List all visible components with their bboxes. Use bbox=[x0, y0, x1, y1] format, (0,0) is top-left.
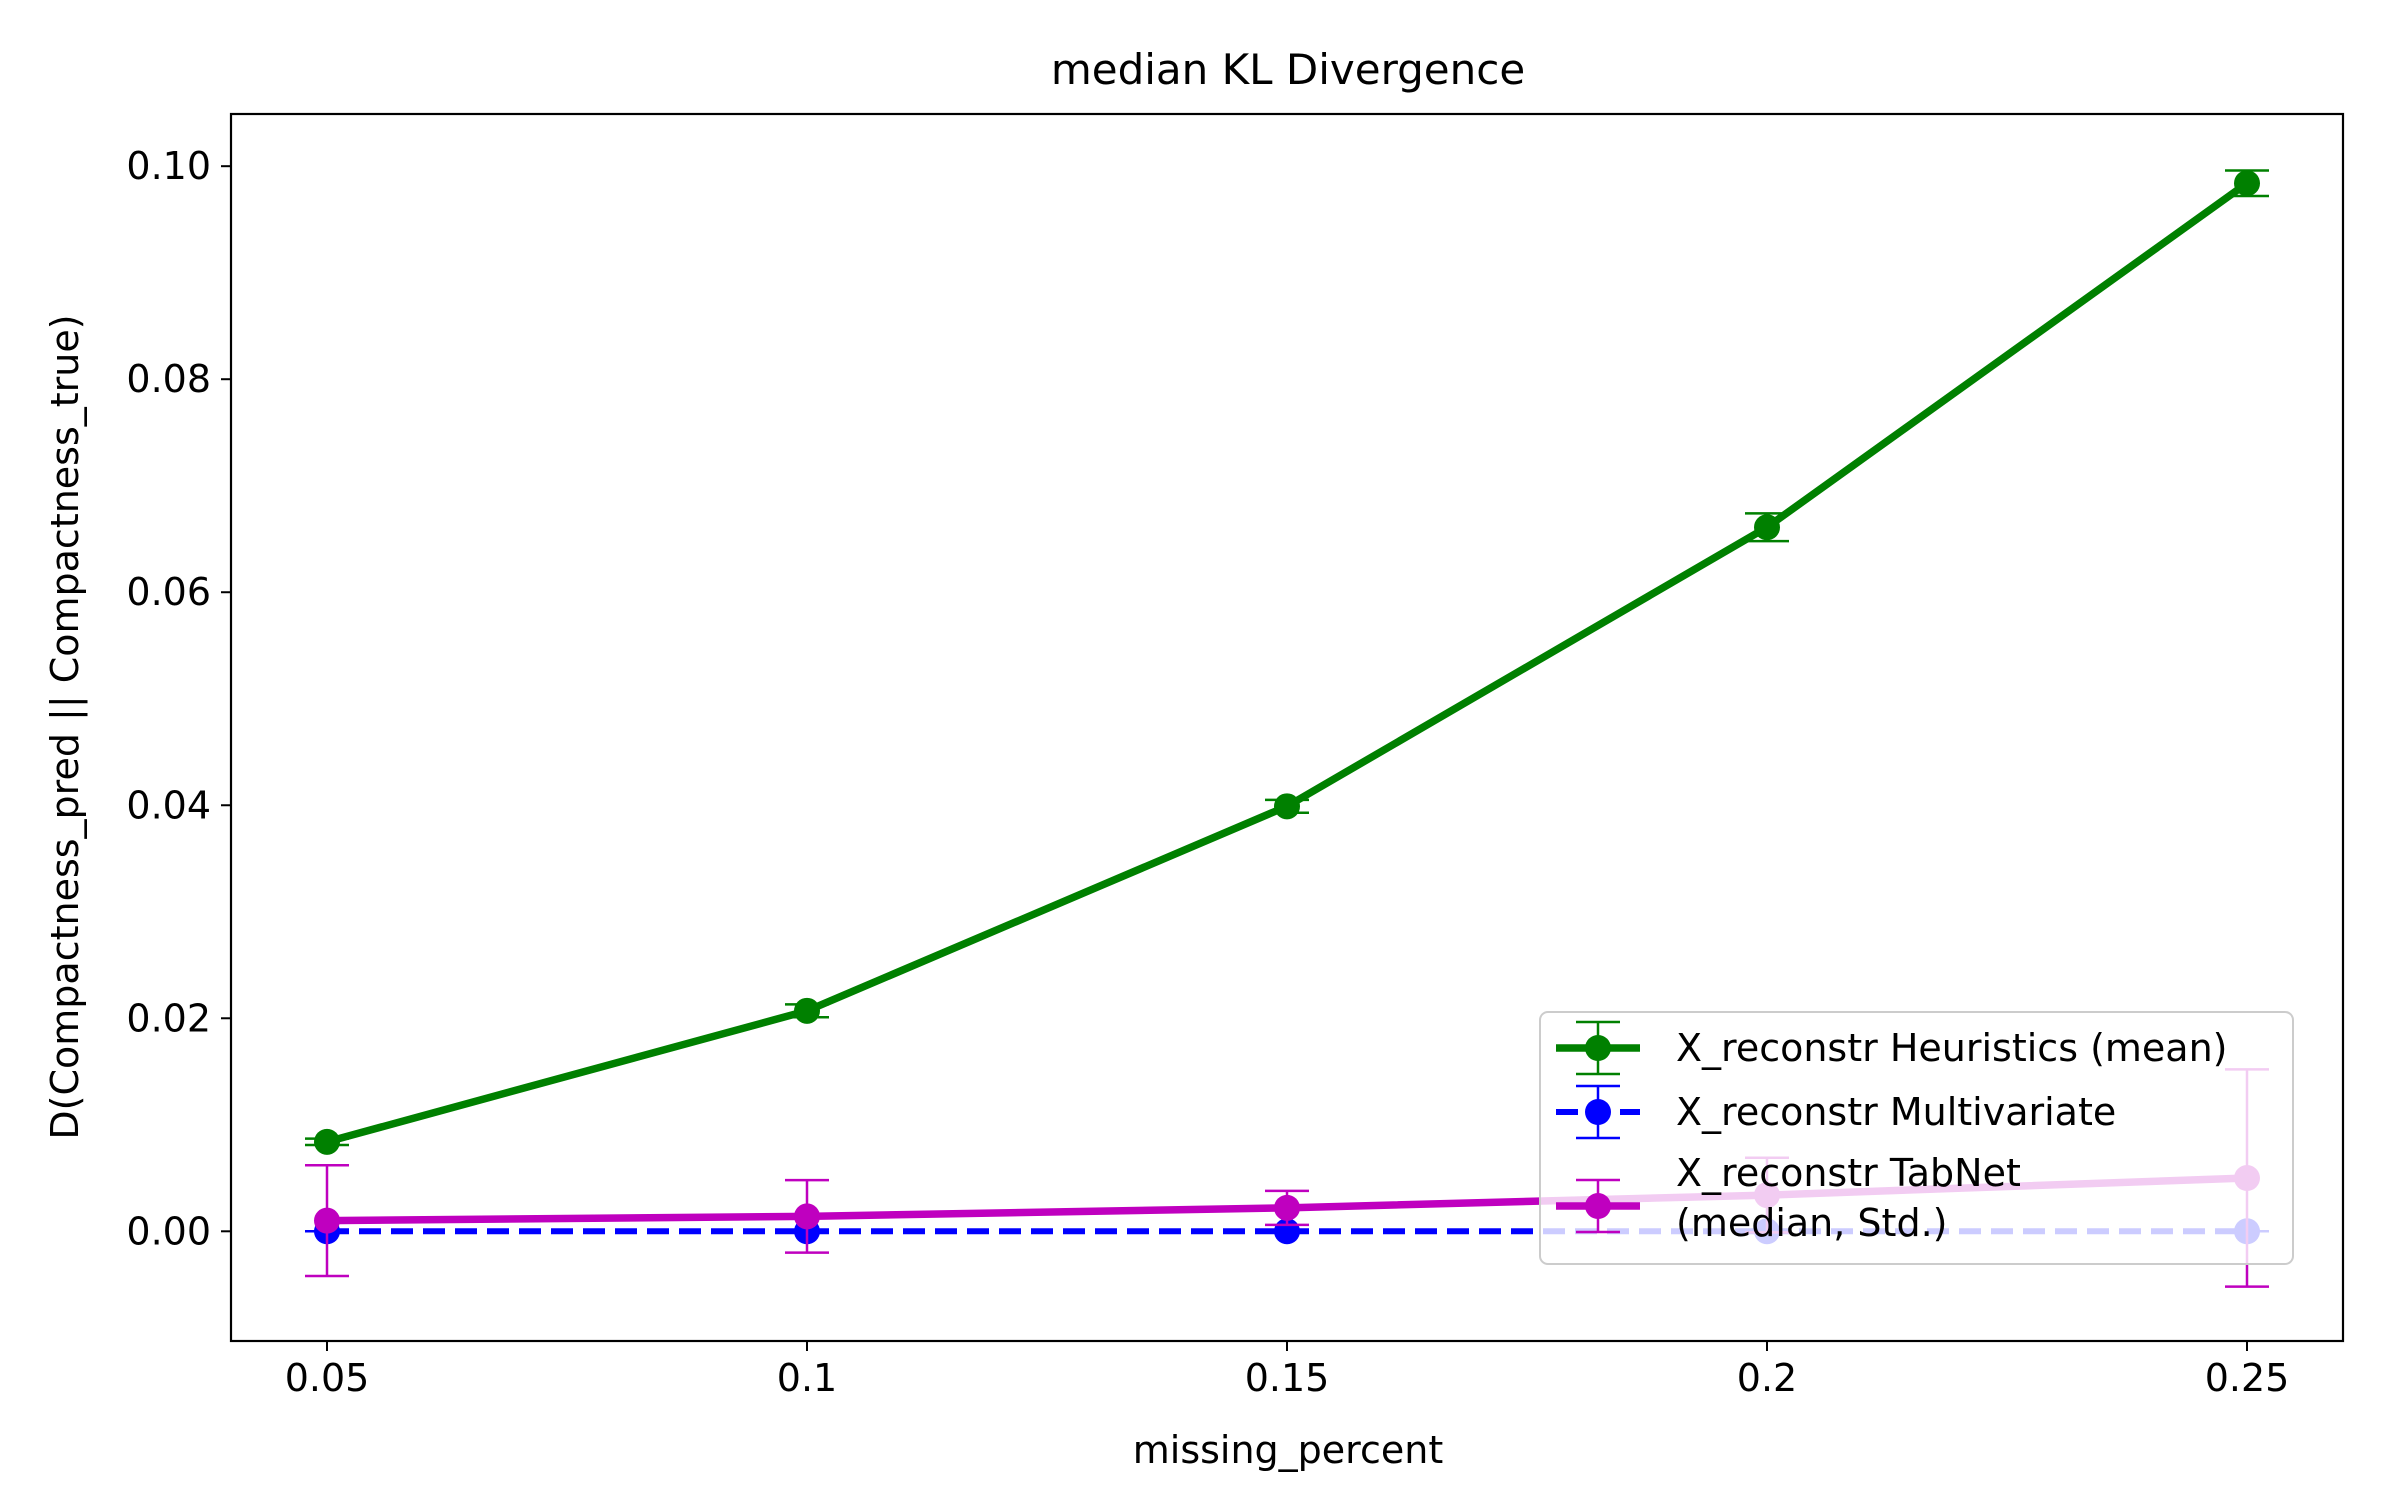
y-tick-label: 0.06 bbox=[126, 570, 211, 614]
legend-entry: X_reconstr Heuristics (mean) bbox=[1556, 1020, 2227, 1076]
legend: X_reconstr Heuristics (mean) X_reconstr M… bbox=[1539, 1011, 2294, 1265]
x-tick-label: 0.2 bbox=[1737, 1356, 1797, 1400]
chart-title: median KL Divergence bbox=[1051, 45, 1525, 94]
x-tick-label: 0.15 bbox=[1245, 1356, 1330, 1400]
y-tick-label: 0.02 bbox=[126, 996, 211, 1040]
data-point bbox=[1274, 793, 1300, 820]
data-point bbox=[314, 1128, 340, 1155]
legend-label: X_reconstr Multivariate bbox=[1676, 1090, 2116, 1134]
legend-marker bbox=[1585, 1099, 1611, 1125]
legend-entry: X_reconstr Multivariate bbox=[1556, 1084, 2116, 1140]
y-tick-label: 0.04 bbox=[126, 783, 211, 827]
data-point bbox=[314, 1207, 340, 1234]
axes-layer: 0.05 0.1 0.15 0.2 0.25 0.00 0.02 0.04 0.06 0.08 0.… bbox=[126, 144, 2289, 1400]
data-point bbox=[1274, 1194, 1300, 1221]
data-point bbox=[2234, 170, 2260, 197]
legend-marker bbox=[1585, 1193, 1611, 1219]
series-0 bbox=[305, 169, 2269, 1155]
x-tick-label: 0.1 bbox=[777, 1356, 837, 1400]
legend-label: X_reconstr TabNet (median, Std.) bbox=[1676, 1151, 2021, 1245]
x-axis-label: missing_percent bbox=[1133, 1428, 1443, 1472]
y-tick-label: 0.10 bbox=[126, 144, 211, 188]
data-point bbox=[794, 1203, 820, 1230]
y-axis-label: D(Compactness_pred || Compactness_true) bbox=[43, 314, 88, 1139]
data-point bbox=[1754, 514, 1780, 541]
y-tick-label: 0.00 bbox=[126, 1209, 211, 1253]
legend-label: X_reconstr Heuristics (mean) bbox=[1676, 1026, 2227, 1070]
legend-entry: X_reconstr TabNet (median, Std.) bbox=[1556, 1151, 2021, 1245]
data-point bbox=[794, 997, 820, 1024]
legend-box bbox=[1539, 1011, 2294, 1265]
x-tick-label: 0.25 bbox=[2205, 1356, 2290, 1400]
legend-marker bbox=[1585, 1035, 1611, 1061]
x-tick-label: 0.05 bbox=[285, 1356, 370, 1400]
y-tick-label: 0.08 bbox=[126, 357, 211, 401]
